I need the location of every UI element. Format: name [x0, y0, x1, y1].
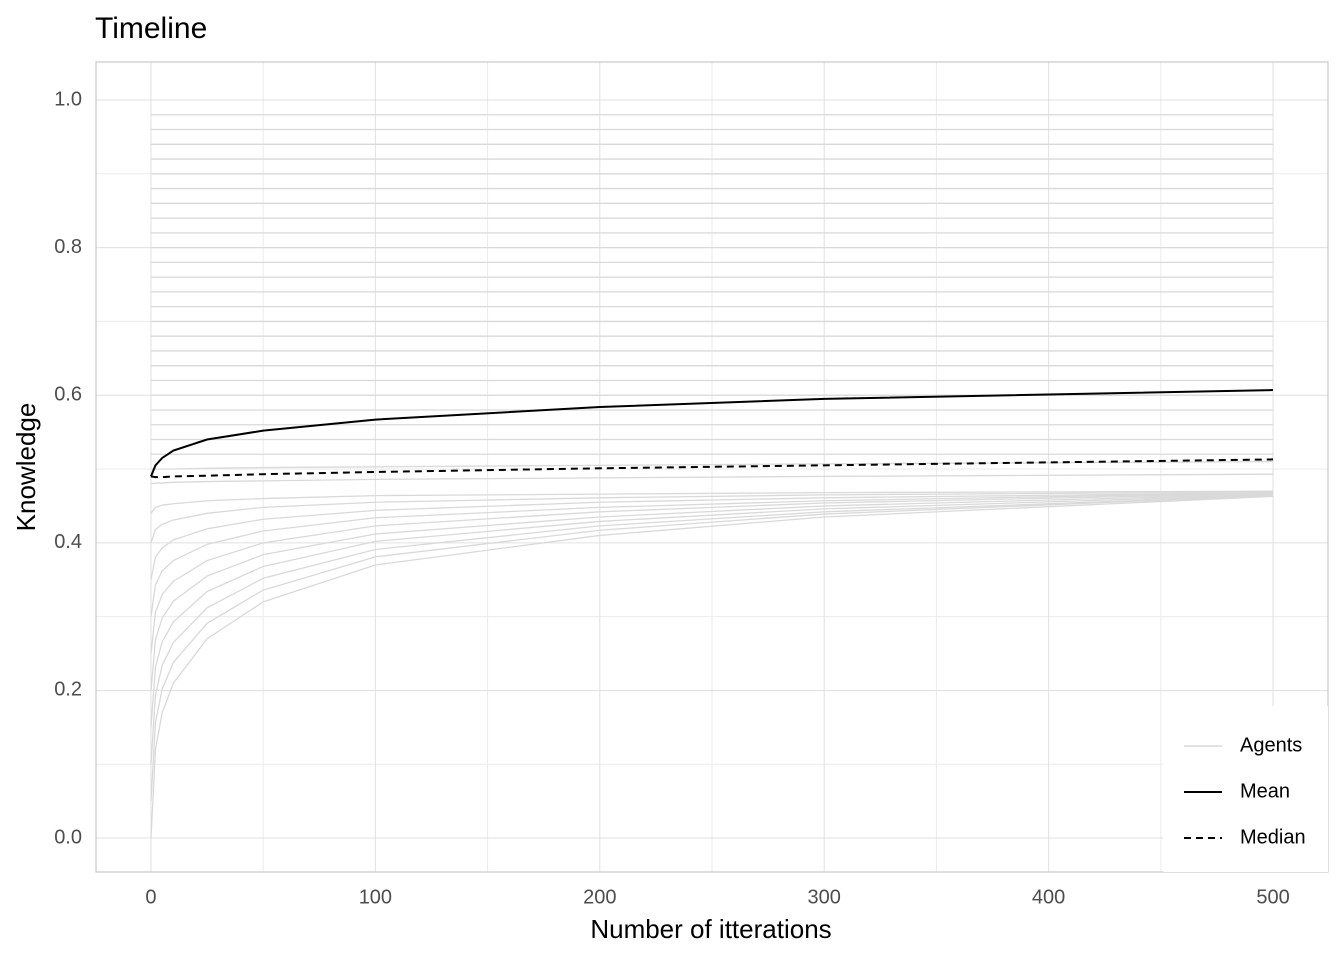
- y-tick-label: 0.6: [54, 384, 82, 406]
- y-tick-label: 0.8: [54, 236, 82, 258]
- legend-label: Mean: [1240, 780, 1290, 802]
- x-tick-label: 300: [808, 886, 841, 908]
- y-tick-label: 0.4: [54, 531, 82, 553]
- series-line: [150, 458, 1274, 479]
- series-line: [150, 389, 1274, 477]
- x-tick-label: 500: [1256, 886, 1289, 908]
- series-line: [150, 492, 1274, 654]
- y-tick-label: 0.2: [54, 679, 82, 701]
- series-line: [150, 491, 1274, 617]
- x-tick-label: 200: [583, 886, 616, 908]
- series-line: [150, 495, 1274, 839]
- series-line: [150, 494, 1274, 802]
- y-axis-label: Knowledge: [11, 403, 41, 532]
- panel-border: [95, 61, 1329, 873]
- x-tick-label: 100: [359, 886, 392, 908]
- series-line: [150, 494, 1274, 728]
- x-tick-label: 400: [1032, 886, 1065, 908]
- series-line: [150, 491, 1274, 580]
- legend-label: Agents: [1240, 734, 1302, 756]
- series-line: [150, 491, 1274, 544]
- x-axis-label: Number of itterations: [590, 914, 831, 944]
- series-line: [150, 460, 1274, 470]
- y-tick-label: 1.0: [54, 88, 82, 110]
- series-line: [150, 490, 1274, 514]
- chart-title: Timeline: [95, 12, 207, 45]
- legend-box: [1163, 706, 1328, 872]
- series-line: [150, 494, 1274, 765]
- x-tick-label: 0: [145, 886, 156, 908]
- legend-label: Median: [1240, 826, 1306, 848]
- series-line: [150, 473, 1274, 485]
- series-line: [150, 493, 1274, 691]
- y-tick-label: 0.0: [54, 826, 82, 848]
